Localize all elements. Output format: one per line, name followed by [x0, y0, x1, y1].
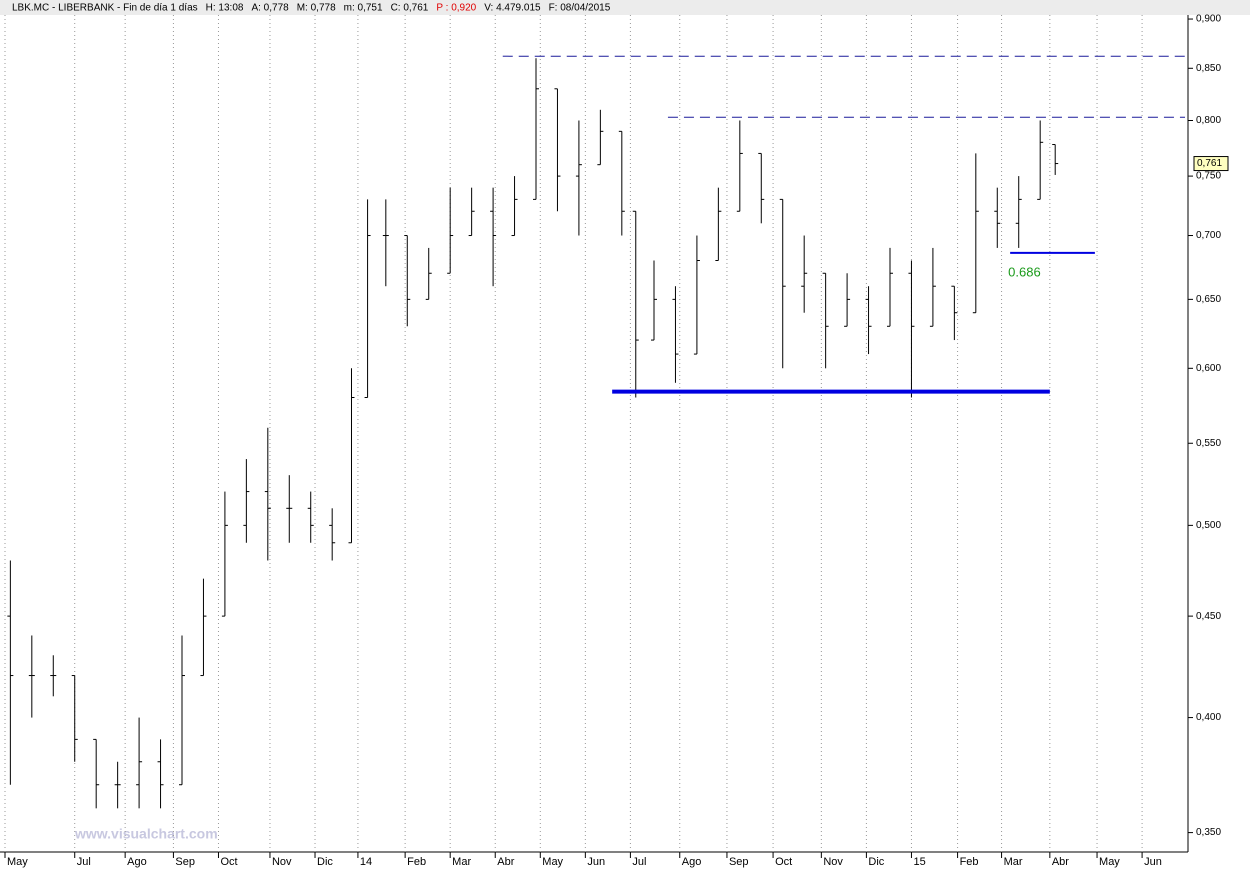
y-tick-label: 0,450	[1196, 611, 1221, 622]
watermark: www.visualchart.com	[74, 826, 218, 842]
x-tick-label: Ago	[127, 856, 147, 868]
x-tick-label: Nov	[272, 856, 292, 868]
y-tick-label: 0,400	[1196, 712, 1221, 723]
x-tick-label: Jun	[1144, 856, 1162, 868]
level-label: 0.686	[1008, 264, 1041, 279]
header-item: V: 4.479.015	[484, 3, 541, 14]
y-tick-label: 0,600	[1196, 363, 1221, 374]
x-tick-label: May	[7, 856, 28, 868]
header-item: H: 13:08	[206, 3, 244, 14]
header-item: m: 0,751	[344, 3, 383, 14]
y-tick-label: 0,650	[1196, 294, 1221, 305]
x-tick-label: Jul	[77, 856, 91, 868]
x-tick-label: Dic	[317, 856, 333, 868]
last-price-label: 0,761	[1197, 158, 1222, 169]
x-tick-label: Oct	[220, 856, 237, 868]
y-tick-label: 0,900	[1196, 14, 1221, 25]
y-tick-label: 0,700	[1196, 230, 1221, 241]
header-item: P : 0,920	[436, 3, 476, 14]
x-tick-label: Ago	[682, 856, 702, 868]
x-tick-label: May	[542, 856, 563, 868]
x-tick-label: Abr	[1052, 856, 1069, 868]
header-item: M: 0,778	[297, 3, 336, 14]
x-tick-label: Feb	[407, 856, 426, 868]
header-item: C: 0,761	[391, 3, 429, 14]
x-tick-label: 15	[913, 856, 925, 868]
x-tick-label: Oct	[775, 856, 792, 868]
y-tick-label: 0,350	[1196, 827, 1221, 838]
x-tick-label: Sep	[729, 856, 749, 868]
x-tick-label: Feb	[960, 856, 979, 868]
y-tick-label: 0,500	[1196, 520, 1221, 531]
y-tick-label: 0,550	[1196, 438, 1221, 449]
y-tick-label: 0,800	[1196, 115, 1221, 126]
x-tick-label: 14	[360, 856, 372, 868]
header-bar	[0, 0, 1250, 15]
x-tick-label: Jul	[632, 856, 646, 868]
header-item: A: 0,778	[251, 3, 289, 14]
x-tick-label: Mar	[452, 856, 471, 868]
x-tick-label: Dic	[868, 856, 884, 868]
last-price-box	[1193, 156, 1229, 172]
y-tick-label: 0,750	[1196, 171, 1221, 182]
y-tick-label: 0,850	[1196, 63, 1221, 74]
x-tick-label: Mar	[1004, 856, 1023, 868]
x-tick-label: Jun	[587, 856, 605, 868]
x-tick-label: Nov	[823, 856, 843, 868]
x-tick-label: Sep	[175, 856, 195, 868]
x-tick-label: Abr	[497, 856, 514, 868]
header-item: F: 08/04/2015	[549, 3, 611, 14]
header-item: LBK.MC - LIBERBANK - Fin de día 1 días	[12, 3, 198, 14]
x-tick-label: May	[1099, 856, 1120, 868]
